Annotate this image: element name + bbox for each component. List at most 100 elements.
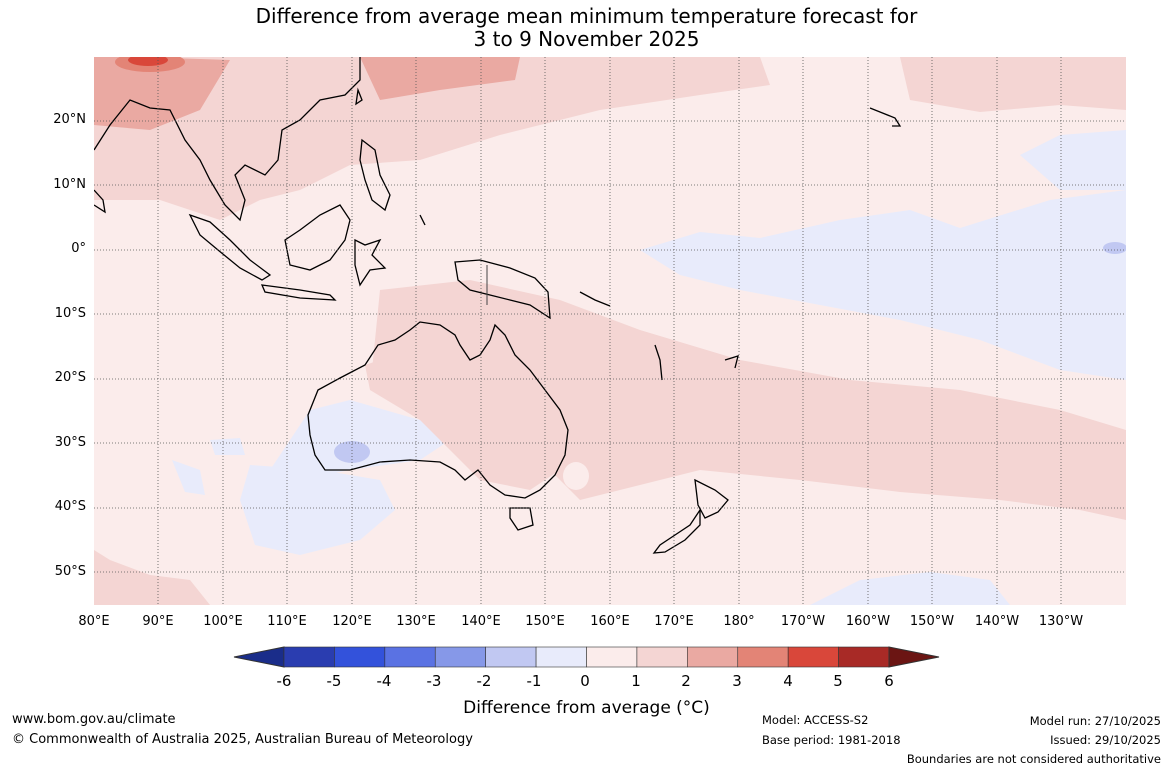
anomaly-band-cool-northeast <box>1020 130 1126 190</box>
colorbar-cell <box>485 646 537 668</box>
micronesia <box>419 214 426 226</box>
lon-label-150w: 150°W <box>909 614 955 629</box>
anomaly-band-cool-west <box>172 460 205 495</box>
lat-label-20s: 20°S <box>54 370 86 385</box>
colorbar-tick: -6 <box>276 672 292 690</box>
colorbar-tick: 6 <box>884 672 894 690</box>
lon-label-80e: 80°E <box>78 614 110 629</box>
footer-copyright: © Commonwealth of Australia 2025, Austra… <box>12 732 473 747</box>
anomaly-band-1-2-northeast <box>900 57 1126 112</box>
anomaly-band-cool-deep <box>334 441 370 463</box>
australia-coast <box>307 321 569 499</box>
anomaly-band-1-2-inland <box>365 340 570 490</box>
nz-south-island <box>652 507 701 554</box>
lon-label-160w: 160°W <box>845 614 891 629</box>
anomaly-band-cool-deep-east <box>1103 242 1126 254</box>
lon-label-130w: 130°W <box>1038 614 1084 629</box>
anomaly-band-2-3-asia <box>94 57 230 130</box>
lat-label-10s: 10°S <box>54 306 86 321</box>
lon-label-180: 180° <box>723 614 755 629</box>
philippines-coast <box>359 138 391 212</box>
india-coast <box>94 189 106 214</box>
new-guinea-coast <box>454 259 551 320</box>
title-line-2: 3 to 9 November 2025 <box>473 27 700 51</box>
footer-url[interactable]: www.bom.gov.au/climate <box>12 712 176 727</box>
footer-model: Model: ACCESS-S2 <box>762 713 869 727</box>
anomaly-band-2-3-china <box>360 57 520 100</box>
lat-label-30s: 30°S <box>54 435 86 450</box>
anomaly-band-cool-pacific <box>640 190 1126 380</box>
colorbar-cell <box>636 646 688 668</box>
sulawesi-coast <box>354 238 387 287</box>
colorbar-cell <box>586 646 638 668</box>
graticule <box>94 57 1126 605</box>
lon-label-140w: 140°W <box>974 614 1020 629</box>
colorbar-tick: 2 <box>681 672 691 690</box>
lat-label-50s: 50°S <box>54 564 86 579</box>
colorbar-cell <box>535 646 587 668</box>
lon-label-170e: 170°E <box>654 614 694 629</box>
colorbar-cells <box>283 646 890 668</box>
lon-label-160e: 160°E <box>590 614 630 629</box>
anomaly-field <box>94 57 1126 605</box>
anomaly-band-cool-southern-ocean <box>240 465 395 555</box>
footer-model-run: Model run: 27/10/2025 <box>1029 714 1161 728</box>
colorbar-cell <box>283 646 335 668</box>
anomaly-band-cool-south-pacific <box>810 572 1010 605</box>
lat-label-20n: 20°N <box>53 112 86 127</box>
lon-label-110e: 110°E <box>267 614 307 629</box>
colorbar-tick: 4 <box>783 672 793 690</box>
sumatra-coast <box>188 213 272 281</box>
lon-label-120e: 120°E <box>332 614 372 629</box>
lon-label-150e: 150°E <box>525 614 565 629</box>
colorbar-tick: -1 <box>526 672 542 690</box>
anomaly-band-cool-west-2 <box>210 438 245 455</box>
colorbar-extend-high <box>888 646 940 668</box>
colorbar-tick: -4 <box>376 672 392 690</box>
colorbar-cell <box>687 646 739 668</box>
lat-label-0: 0° <box>71 241 86 256</box>
title-line-1: Difference from average mean minimum tem… <box>255 4 918 28</box>
colorbar-cell <box>434 646 486 668</box>
footer-issued: Issued: 29/10/2025 <box>1050 733 1161 747</box>
colorbar-tick: 0 <box>580 672 590 690</box>
lat-label-10n: 10°N <box>53 177 86 192</box>
taiwan-coast <box>355 87 363 106</box>
map-title: Difference from average mean minimum tem… <box>0 5 1173 51</box>
anomaly-band-1-2-north <box>94 57 770 220</box>
anomaly-band-1-2-southwest <box>94 550 210 605</box>
colorbar-cell <box>384 646 436 668</box>
lat-label-40s: 40°S <box>54 499 86 514</box>
solomon-islands <box>579 291 611 307</box>
java-coast <box>260 284 337 301</box>
lon-label-130e: 130°E <box>396 614 436 629</box>
anomaly-band-4-5 <box>128 57 168 66</box>
lon-label-140e: 140°E <box>461 614 501 629</box>
hawaii <box>869 107 902 127</box>
colorbar-cell <box>334 646 386 668</box>
colorbar-extend-low <box>233 646 285 668</box>
colorbar-tick: -2 <box>476 672 492 690</box>
borneo-coast <box>284 204 351 271</box>
footer-boundaries: Boundaries are not considered authoritat… <box>906 752 1161 766</box>
colorbar-tick: -3 <box>426 672 442 690</box>
colorbar-tick: 3 <box>732 672 742 690</box>
colorbar-tick: 1 <box>631 672 641 690</box>
anomaly-band-0-1-hole <box>563 462 589 490</box>
colorbar-cell <box>737 646 789 668</box>
nz-north-island <box>694 478 729 519</box>
colorbar-tick: -5 <box>326 672 342 690</box>
vanuatu <box>654 344 663 381</box>
colorbar-label: Difference from average (°C) <box>463 698 710 718</box>
colorbar-cell <box>838 646 890 668</box>
lon-label-100e: 100°E <box>203 614 243 629</box>
lon-label-170w: 170°W <box>780 614 826 629</box>
fiji <box>724 355 739 369</box>
colorbar-cell <box>787 646 839 668</box>
footer-base-period: Base period: 1981-2018 <box>762 733 901 747</box>
colorbar <box>233 646 940 668</box>
colorbar-tick: 5 <box>833 672 843 690</box>
lon-label-90e: 90°E <box>142 614 174 629</box>
asia-coast <box>94 57 361 222</box>
